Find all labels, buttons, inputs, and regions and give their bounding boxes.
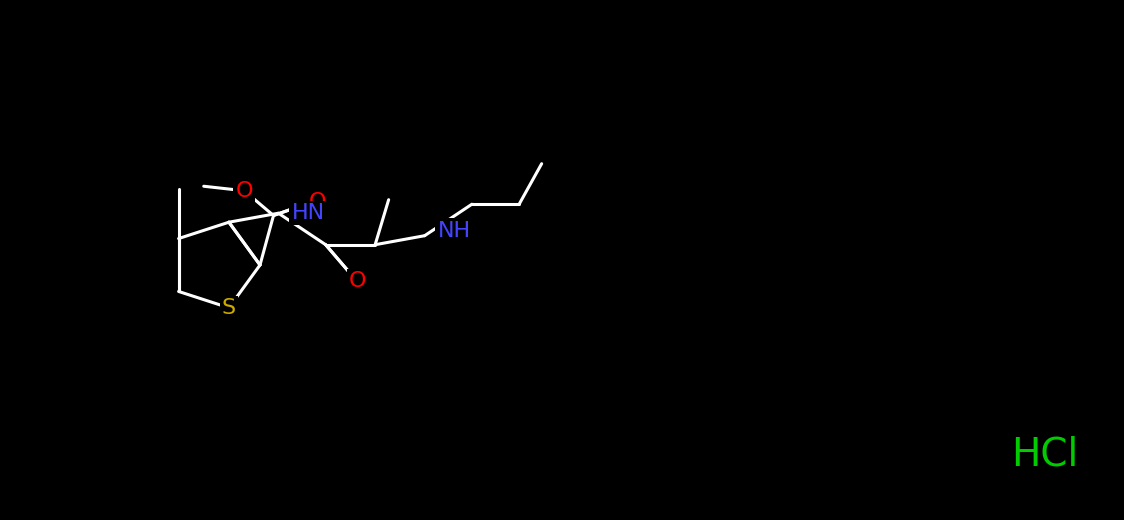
Text: O: O bbox=[236, 181, 253, 201]
Text: HCl: HCl bbox=[1012, 436, 1079, 474]
Text: O: O bbox=[348, 271, 366, 291]
Text: O: O bbox=[309, 192, 326, 212]
Text: NH: NH bbox=[437, 220, 471, 241]
Text: HN: HN bbox=[291, 203, 325, 223]
Text: S: S bbox=[221, 298, 236, 318]
